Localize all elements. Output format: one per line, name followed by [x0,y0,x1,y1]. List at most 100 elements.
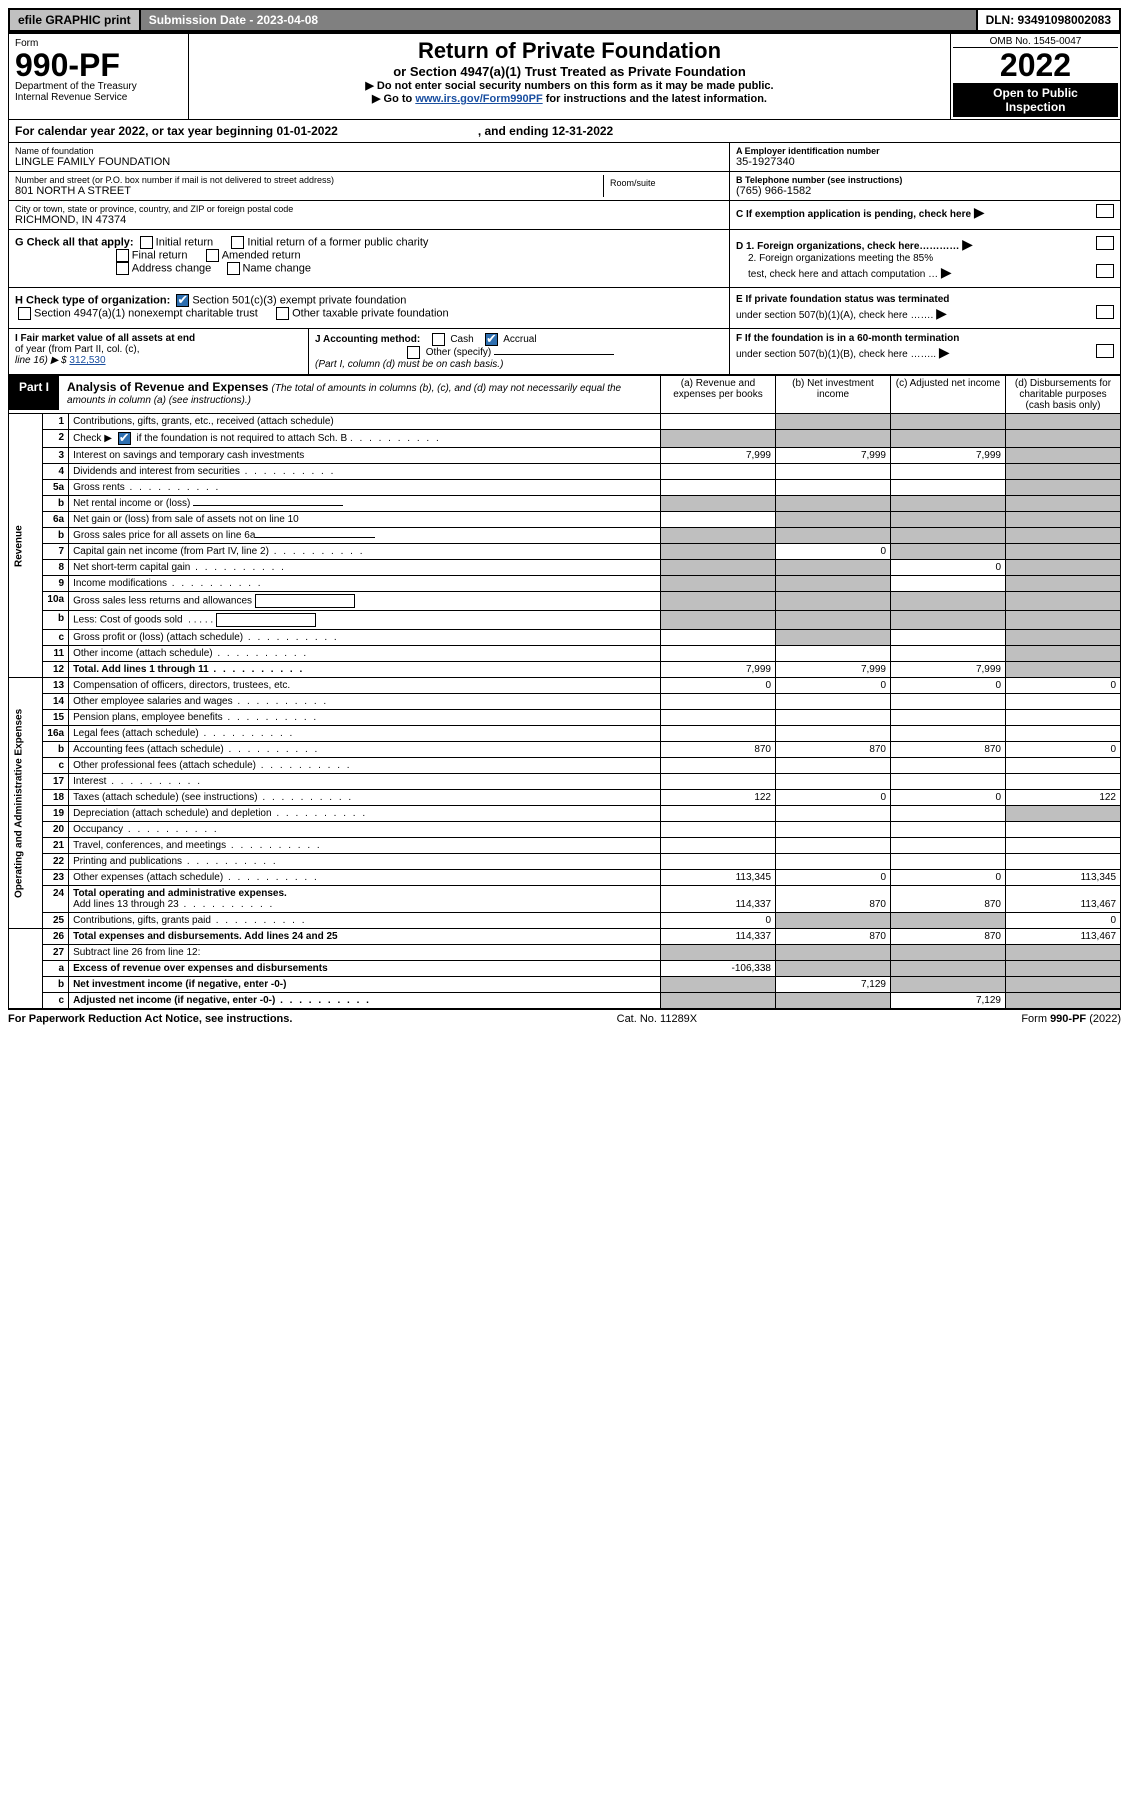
h-c3: Other taxable private foundation [292,308,449,320]
r17-num: 17 [43,774,69,790]
r18-a: 122 [661,790,776,806]
tel-value: (765) 966-1582 [736,185,1114,197]
r27b-b: 7,129 [776,977,891,993]
d2-checkbox[interactable] [1096,264,1114,278]
row-27c: c Adjusted net income (if negative, ente… [9,993,1121,1009]
cy-end: , and ending 12-31-2022 [478,124,613,138]
row-8: 8 Net short-term capital gain 0 [9,560,1121,576]
part1-tag: Part I [9,376,59,410]
other-taxable-checkbox[interactable] [276,307,289,320]
fmv-value[interactable]: 312,530 [69,355,105,366]
cash-checkbox[interactable] [432,333,445,346]
row-13: Operating and Administrative Expenses 13… [9,678,1121,694]
irs-link[interactable]: www.irs.gov/Form990PF [415,93,542,105]
row-7: 7 Capital gain net income (from Part IV,… [9,544,1121,560]
r27a-desc: Excess of revenue over expenses and disb… [69,961,661,977]
r16b-b: 870 [776,742,891,758]
r24-num: 24 [43,886,69,913]
g-c4: Initial return of a former public charit… [247,237,428,249]
amended-return-checkbox[interactable] [206,249,219,262]
open-public: Open to Public Inspection [953,83,1118,117]
address-change-checkbox[interactable] [116,262,129,275]
e-checkbox[interactable] [1096,305,1114,319]
r22-desc: Printing and publications [69,854,661,870]
row-9: 9 Income modifications [9,576,1121,592]
final-return-checkbox[interactable] [116,249,129,262]
r16b-num: b [43,742,69,758]
r16c-desc: Other professional fees (attach schedule… [69,758,661,774]
form-note1: ▶ Do not enter social security numbers o… [199,79,940,92]
name-change-checkbox[interactable] [227,262,240,275]
h-c2: Section 4947(a)(1) nonexempt charitable … [34,308,258,320]
former-public-checkbox[interactable] [231,236,244,249]
row-27b: b Net investment income (if negative, en… [9,977,1121,993]
efile-print-button[interactable]: efile GRAPHIC print [10,10,141,30]
r25-a: 0 [661,913,776,929]
r27-desc: Subtract line 26 from line 12: [69,945,661,961]
tax-year: 2022 [953,48,1118,83]
r4-desc: Dividends and interest from securities [69,464,661,480]
r2-d2: if the foundation is not required to att… [136,433,347,444]
r17-desc: Interest [69,774,661,790]
r8-desc: Net short-term capital gain [69,560,661,576]
4947a1-checkbox[interactable] [18,307,31,320]
r10a-desc: Gross sales less returns and allowances [69,592,661,611]
r3-a: 7,999 [661,448,776,464]
cy-begin: For calendar year 2022, or tax year begi… [15,124,338,138]
footer-mid: Cat. No. 11289X [617,1013,698,1025]
r27c-desc: Adjusted net income (if negative, enter … [69,993,661,1009]
schb-checkbox[interactable] [118,432,131,445]
r6b-num: b [43,528,69,544]
501c3-checkbox[interactable] [176,294,189,307]
r18-desc: Taxes (attach schedule) (see instruction… [69,790,661,806]
r8-num: 8 [43,560,69,576]
row-27: 27 Subtract line 26 from line 12: [9,945,1121,961]
e1: E If private foundation status was termi… [736,294,949,305]
r26-a: 114,337 [661,929,776,945]
row-10b: b Less: Cost of goods sold . . . . . [9,611,1121,630]
c-checkbox[interactable] [1096,204,1114,218]
other-method-checkbox[interactable] [407,346,420,359]
r18-c: 0 [891,790,1006,806]
header-right: OMB No. 1545-0047 2022 Open to Public In… [950,34,1120,119]
d1-checkbox[interactable] [1096,236,1114,250]
r10c-num: c [43,630,69,646]
r12-num: 12 [43,662,69,678]
r2-d: Check ▶ [73,433,112,444]
part1-title: Analysis of Revenue and Expenses [67,380,268,394]
name-cell: Name of foundation LINGLE FAMILY FOUNDAT… [9,143,729,172]
r20-desc: Occupancy [69,822,661,838]
d1-label: D 1. Foreign organizations, check here……… [736,241,959,252]
initial-return-checkbox[interactable] [140,236,153,249]
r27-num: 27 [43,945,69,961]
city-cell: City or town, state or province, country… [9,201,729,229]
r13-b: 0 [776,678,891,694]
i-a: I Fair market value of all assets at end [15,333,302,344]
r4-num: 4 [43,464,69,480]
row-27a: a Excess of revenue over expenses and di… [9,961,1121,977]
row-26: 26 Total expenses and disbursements. Add… [9,929,1121,945]
r3-b: 7,999 [776,448,891,464]
form-header: Form 990-PF Department of the Treasury I… [8,32,1121,120]
d-section: D 1. Foreign organizations, check here……… [729,230,1120,287]
accrual-checkbox[interactable] [485,333,498,346]
row-21: 21 Travel, conferences, and meetings [9,838,1121,854]
r16b-d: 0 [1006,742,1121,758]
r13-c: 0 [891,678,1006,694]
col-a-header: (a) Revenue and expenses per books [661,376,776,414]
row-5b: b Net rental income or (loss) [9,496,1121,512]
j-other: Other (specify) [426,347,492,358]
open-line1: Open to Public [956,86,1115,100]
g-section: G Check all that apply: Initial return I… [9,230,729,287]
r24-d: 113,467 [1006,886,1121,913]
r27a-num: a [43,961,69,977]
r21-desc: Travel, conferences, and meetings [69,838,661,854]
tel-cell: B Telephone number (see instructions) (7… [730,172,1120,201]
r26-desc: Total expenses and disbursements. Add li… [69,929,661,945]
footer-left: For Paperwork Reduction Act Notice, see … [8,1013,292,1025]
e-section: E If private foundation status was termi… [729,288,1120,328]
f-checkbox[interactable] [1096,344,1114,358]
r18-b: 0 [776,790,891,806]
info-block: Name of foundation LINGLE FAMILY FOUNDAT… [8,143,1121,230]
room-label: Room/suite [603,175,723,197]
